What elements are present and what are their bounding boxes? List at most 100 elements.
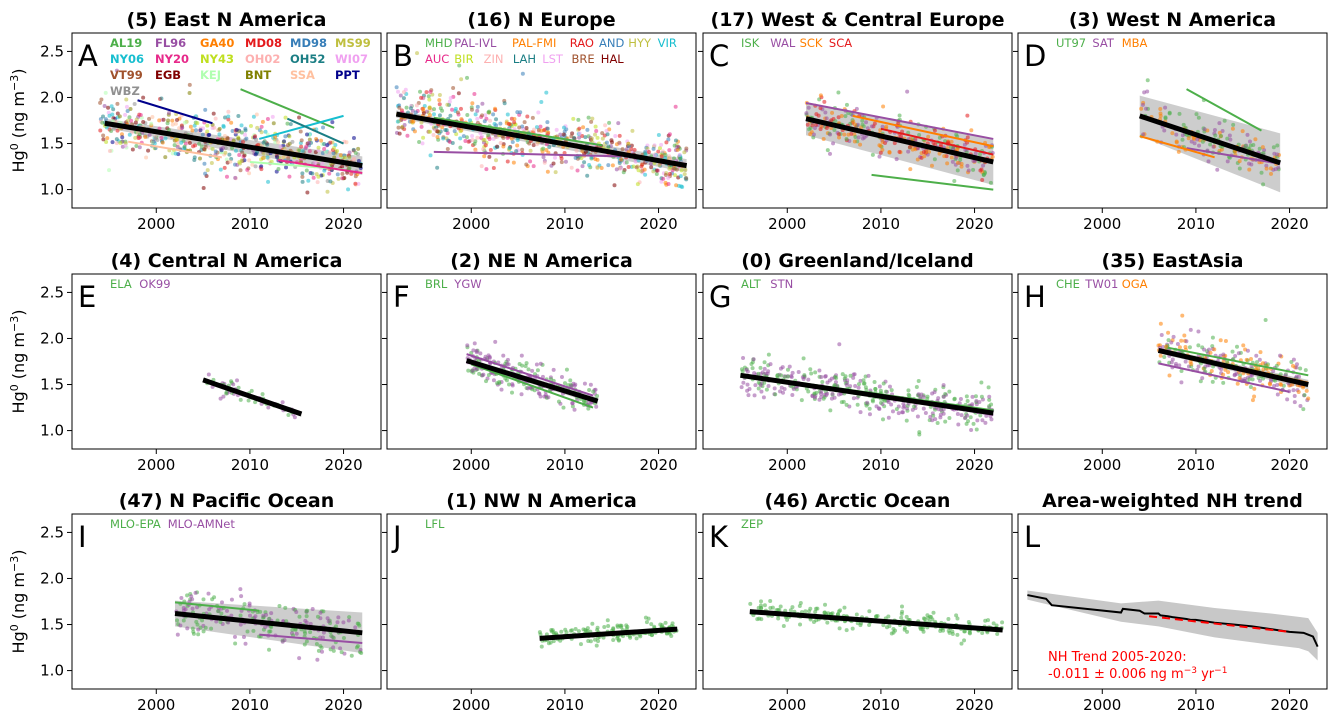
data-point bbox=[607, 120, 612, 125]
data-point bbox=[1237, 159, 1242, 164]
data-point bbox=[219, 611, 224, 616]
data-point bbox=[173, 151, 178, 156]
data-point bbox=[546, 641, 551, 646]
data-point bbox=[1291, 357, 1296, 362]
data-point bbox=[212, 125, 217, 130]
data-point bbox=[1225, 136, 1230, 141]
data-point bbox=[297, 614, 302, 619]
data-point bbox=[756, 371, 761, 376]
data-point bbox=[1253, 137, 1258, 142]
data-point bbox=[495, 144, 500, 149]
data-point bbox=[161, 117, 166, 122]
station-trend-line bbox=[277, 159, 363, 174]
station-trend-line bbox=[174, 601, 260, 612]
data-point bbox=[1186, 136, 1191, 141]
data-point bbox=[106, 110, 111, 115]
data-point bbox=[526, 367, 531, 372]
data-point bbox=[266, 179, 271, 184]
data-point bbox=[236, 136, 241, 141]
data-point bbox=[206, 372, 211, 377]
data-point bbox=[336, 176, 341, 181]
data-point bbox=[747, 386, 752, 391]
data-point bbox=[103, 90, 108, 95]
data-point bbox=[224, 157, 229, 162]
nh-trend-2005-2020 bbox=[1148, 615, 1290, 633]
data-point bbox=[325, 616, 330, 621]
data-point bbox=[918, 395, 923, 400]
legend-entry: HAL bbox=[601, 52, 625, 66]
data-point bbox=[753, 383, 758, 388]
data-point bbox=[111, 126, 116, 131]
data-point bbox=[306, 178, 311, 183]
data-point bbox=[271, 121, 276, 126]
data-point bbox=[932, 157, 937, 162]
data-point bbox=[551, 630, 556, 635]
legend-entry: FL96 bbox=[155, 36, 186, 50]
data-point bbox=[751, 357, 756, 362]
data-point bbox=[902, 627, 907, 632]
data-point bbox=[166, 110, 171, 115]
data-point bbox=[962, 629, 967, 634]
data-point bbox=[106, 105, 111, 110]
data-point bbox=[238, 622, 243, 627]
regional-trend-line bbox=[805, 116, 994, 165]
data-point bbox=[624, 147, 629, 152]
data-point bbox=[300, 149, 305, 154]
data-point bbox=[636, 168, 641, 173]
data-point bbox=[1251, 142, 1256, 147]
panel-letter: H bbox=[1024, 280, 1046, 314]
data-point bbox=[356, 181, 361, 186]
data-point bbox=[930, 418, 935, 423]
data-point bbox=[683, 167, 688, 172]
data-point bbox=[1292, 393, 1297, 398]
data-point bbox=[297, 115, 302, 120]
data-point bbox=[967, 631, 972, 636]
legend-entry: PAL-FMI bbox=[512, 36, 556, 50]
data-point bbox=[527, 385, 532, 390]
data-point bbox=[242, 132, 247, 137]
data-point bbox=[568, 378, 573, 383]
data-point bbox=[123, 112, 128, 117]
legend-entry: STN bbox=[770, 277, 793, 291]
data-point bbox=[556, 399, 561, 404]
x-tick-label: 2000 bbox=[1083, 456, 1121, 474]
data-point bbox=[878, 150, 883, 155]
data-point bbox=[959, 641, 964, 646]
data-point bbox=[966, 419, 971, 424]
data-point bbox=[263, 625, 268, 630]
axes-frame bbox=[702, 513, 1013, 690]
x-tick-label: 2020 bbox=[1270, 696, 1308, 714]
data-point bbox=[427, 97, 432, 102]
legend-entry: OH52 bbox=[290, 52, 325, 66]
data-point bbox=[635, 182, 640, 187]
plot-area bbox=[804, 89, 995, 191]
data-point bbox=[973, 394, 978, 399]
data-point bbox=[119, 132, 124, 137]
legend-entry: NY43 bbox=[200, 52, 234, 66]
data-point bbox=[812, 126, 817, 131]
data-point bbox=[225, 136, 230, 141]
x-tick-label: 2000 bbox=[137, 696, 175, 714]
data-point bbox=[487, 354, 492, 359]
data-point bbox=[937, 151, 942, 156]
data-point bbox=[624, 623, 629, 628]
data-point bbox=[1226, 370, 1231, 375]
data-point bbox=[828, 132, 833, 137]
data-point bbox=[524, 361, 529, 366]
panel-title: (5) East N America bbox=[127, 9, 327, 31]
data-point bbox=[143, 135, 148, 140]
data-point bbox=[664, 140, 669, 145]
legend-entry: NY06 bbox=[110, 52, 144, 66]
panel-title: (1) NW N America bbox=[446, 490, 637, 512]
data-point bbox=[962, 638, 967, 643]
data-point bbox=[1242, 376, 1247, 381]
data-point bbox=[132, 101, 137, 106]
x-tick-label: 2020 bbox=[324, 456, 362, 474]
legend-entry: ALT bbox=[741, 277, 762, 291]
data-point bbox=[1243, 143, 1248, 148]
data-point bbox=[819, 374, 824, 379]
data-point bbox=[304, 639, 309, 644]
data-point bbox=[545, 126, 550, 131]
data-point bbox=[886, 415, 891, 420]
legend-entry: MD98 bbox=[290, 36, 327, 50]
